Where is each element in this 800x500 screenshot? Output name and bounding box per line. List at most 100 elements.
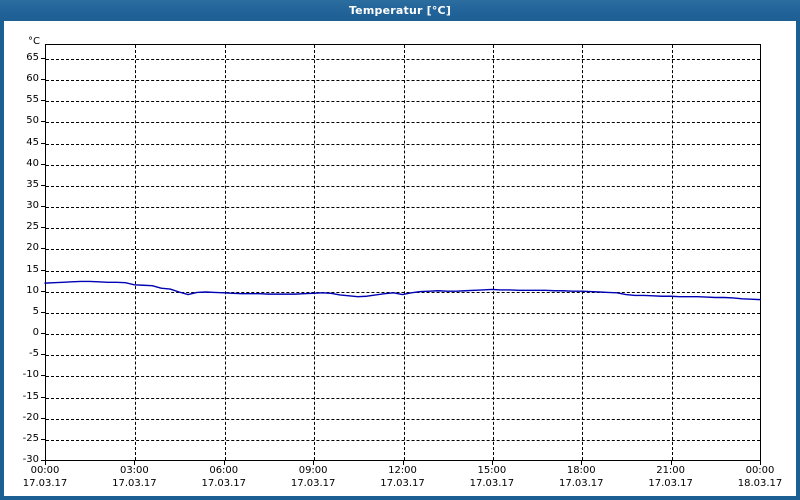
x-axis: 00:00 17.03.17 03:00 17.03.17 06:00 17.03.17 0…	[4, 21, 796, 496]
y-tick-mark	[41, 79, 45, 81]
gridline-y-40	[46, 164, 760, 166]
x-tick-time-label: 12:00	[388, 465, 417, 476]
x-tick-time-label: 18:00	[566, 465, 596, 476]
x-tick-time-label: 06:00	[209, 465, 239, 476]
y-tick-label: -10	[22, 369, 39, 381]
y-tick-label: 40	[26, 157, 39, 169]
gridline-x-03:00	[135, 45, 137, 460]
y-tick-mark	[41, 438, 45, 440]
x-tick-date-label: 17.03.17	[201, 478, 247, 489]
gridline-y-20	[46, 249, 760, 251]
window-border-bottom	[0, 496, 800, 500]
y-tick-label: 0	[32, 327, 39, 339]
x-tick-mark	[402, 460, 404, 465]
y-tick-label: 30	[26, 200, 39, 212]
y-tick-mark	[41, 58, 45, 59]
x-tick-mark	[581, 460, 583, 465]
y-tick-mark	[41, 354, 45, 356]
temperature-series-line	[44, 280, 761, 301]
x-tick-date-label: 17.03.17	[558, 478, 604, 489]
gridline-x-18:00	[582, 45, 584, 460]
gridline-y-35	[46, 185, 760, 187]
chart-canvas: °C 65 60 55 50 45 40 35 30 25 20 15 10 5 0 -5 -10 -15 -20…	[4, 21, 796, 496]
x-tick-mark	[670, 460, 672, 465]
y-tick-mark	[41, 311, 45, 313]
window-border-right	[796, 0, 800, 500]
x-tick-date-label: 17.03.17	[648, 478, 693, 489]
y-tick-mark	[41, 184, 45, 186]
gridline-x-06:00	[224, 45, 226, 460]
x-tick-mark	[134, 460, 136, 465]
y-tick-mark	[41, 163, 45, 165]
x-tick-time-label: 21:00	[656, 465, 686, 476]
gridline-x-12:00	[403, 45, 405, 460]
x-tick-time-label: 00:00	[30, 465, 60, 476]
y-tick-label: 5	[32, 305, 39, 317]
x-tick-time-label: 09:00	[298, 465, 328, 476]
x-tick-date-label: 17.03.17	[380, 478, 425, 489]
gridline-y--25	[46, 439, 760, 441]
gridline-y-5	[46, 312, 760, 314]
y-tick-mark	[41, 248, 45, 250]
x-tick-date-label: 18.03.17	[737, 478, 783, 489]
gridline-y-60	[46, 80, 760, 82]
x-tick-date-label: 17.03.17	[469, 478, 515, 489]
x-tick-date-label: 17.03.17	[112, 478, 157, 489]
gridline-y--5	[46, 355, 760, 357]
x-tick-mark	[223, 460, 225, 465]
y-tick-label: 20	[26, 242, 39, 254]
gridline-y-65	[46, 59, 760, 60]
y-tick-label: -20	[22, 411, 39, 423]
x-tick-mark	[491, 460, 493, 465]
window-border-left	[0, 0, 4, 500]
gridline-y-25	[46, 228, 760, 230]
gridline-y-30	[46, 207, 760, 209]
y-tick-mark	[41, 206, 45, 208]
y-axis-unit-label: °C	[28, 36, 40, 47]
y-tick-mark	[41, 227, 45, 229]
y-tick-mark	[41, 333, 45, 335]
y-axis: 65 60 55 50 45 40 35 30 25 20 15 10 5 0 -5 -10 -15 -20 -25…	[4, 21, 796, 496]
y-tick-label: -5	[29, 348, 39, 360]
y-tick-label: -25	[22, 432, 39, 444]
gridline-y-15	[46, 270, 760, 272]
series-layer	[44, 280, 761, 301]
gridline-y--10	[46, 376, 760, 378]
gridline-x-09:00	[314, 45, 316, 460]
x-tick-date-label: 17.03.17	[290, 478, 336, 489]
y-tick-label: 65	[26, 52, 39, 63]
y-tick-mark	[41, 100, 45, 102]
gridline-y--20	[46, 418, 760, 420]
window-title: Temperatur [°C]	[0, 0, 800, 21]
gridline-x-15:00	[492, 45, 494, 460]
y-tick-mark	[41, 269, 45, 271]
y-tick-label: 10	[26, 284, 39, 296]
y-tick-label: 50	[26, 115, 39, 127]
x-tick-mark	[760, 460, 761, 465]
y-tick-label: -30	[22, 454, 39, 465]
gridline-x-21:00	[671, 45, 673, 460]
y-tick-label: 15	[26, 263, 39, 275]
gridline-y-55	[46, 101, 760, 103]
x-tick-date-label: 17.03.17	[22, 478, 68, 489]
gridline-y-50	[46, 122, 760, 124]
y-tick-mark	[41, 460, 45, 461]
y-tick-mark	[41, 290, 45, 292]
y-tick-mark	[41, 396, 45, 398]
x-tick-time-label: 03:00	[119, 465, 149, 476]
y-tick-mark	[41, 375, 45, 377]
y-tick-mark	[41, 121, 45, 123]
y-tick-mark	[41, 142, 45, 144]
gridline-y--15	[46, 397, 760, 399]
y-tick-label: 35	[26, 178, 39, 190]
x-tick-mark	[45, 460, 46, 465]
y-tick-label: 25	[26, 221, 39, 233]
plot-area	[45, 44, 761, 461]
gridline-y-10	[46, 291, 760, 293]
gridline-y-0	[46, 334, 760, 336]
gridline-y-45	[46, 143, 760, 145]
x-tick-mark	[313, 460, 315, 465]
y-tick-mark	[41, 417, 45, 419]
y-tick-label: -15	[22, 390, 39, 402]
